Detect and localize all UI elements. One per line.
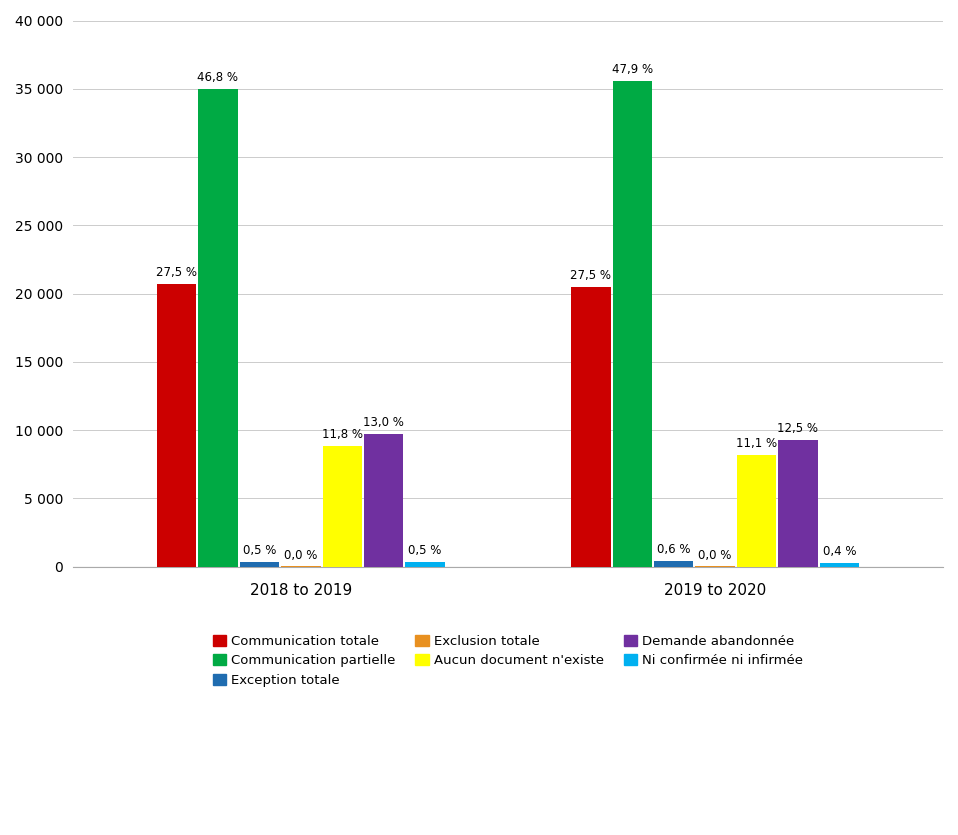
Text: 0,0 %: 0,0 % bbox=[285, 549, 317, 562]
Bar bbox=[198, 89, 238, 567]
Text: 0,6 %: 0,6 % bbox=[657, 543, 691, 556]
Bar bbox=[157, 284, 196, 567]
Text: 47,9 %: 47,9 % bbox=[612, 63, 652, 76]
Bar bbox=[323, 446, 362, 567]
Text: 0,5 %: 0,5 % bbox=[242, 544, 276, 557]
Bar bbox=[820, 563, 859, 567]
Text: 12,5 %: 12,5 % bbox=[778, 422, 818, 435]
Text: 0,0 %: 0,0 % bbox=[698, 549, 732, 562]
Text: 0,5 %: 0,5 % bbox=[408, 544, 442, 557]
Bar bbox=[612, 81, 652, 567]
Bar bbox=[654, 560, 694, 567]
Text: 27,5 %: 27,5 % bbox=[156, 266, 197, 279]
Text: 27,5 %: 27,5 % bbox=[570, 269, 611, 282]
Text: 11,8 %: 11,8 % bbox=[322, 428, 363, 441]
Bar bbox=[240, 562, 279, 567]
Text: 0,4 %: 0,4 % bbox=[823, 545, 856, 558]
Bar bbox=[405, 562, 445, 567]
Bar bbox=[778, 440, 818, 567]
Text: 11,1 %: 11,1 % bbox=[736, 437, 777, 450]
Bar bbox=[364, 433, 403, 567]
Text: 46,8 %: 46,8 % bbox=[197, 71, 239, 84]
Text: 13,0 %: 13,0 % bbox=[363, 416, 404, 429]
Legend: Communication totale, Communication partielle, Exception totale, Exclusion total: Communication totale, Communication part… bbox=[206, 628, 810, 693]
Bar bbox=[737, 455, 776, 567]
Bar bbox=[571, 286, 610, 567]
